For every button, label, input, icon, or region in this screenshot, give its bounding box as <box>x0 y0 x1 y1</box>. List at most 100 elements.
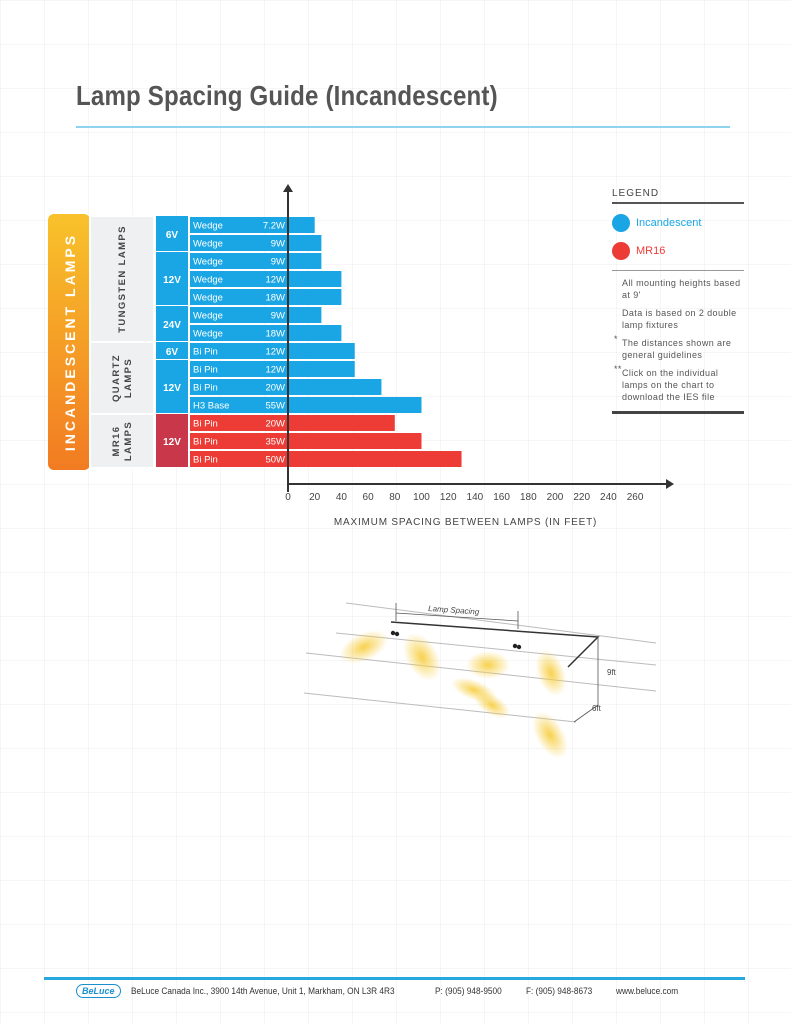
section-label: INCANDESCENT LAMPS <box>62 233 78 451</box>
group-label: LAMPS <box>123 421 134 461</box>
group-label: QUARTZ <box>111 354 122 402</box>
y-axis-arrow <box>283 184 293 192</box>
footer-website[interactable]: www.beluce.com <box>615 986 678 996</box>
voltage-label: 12V <box>163 437 181 448</box>
lamp-base-label: Wedge <box>193 311 223 322</box>
x-tick-label: 20 <box>309 492 321 503</box>
bar-incandescent <box>190 361 355 377</box>
lamp-base-label: Bi Pin <box>193 347 218 358</box>
lamp-base-label: Bi Pin <box>193 455 218 466</box>
wattage-label: 12W <box>265 275 285 286</box>
voltage-label: 12V <box>163 275 181 286</box>
title-divider <box>76 126 730 128</box>
x-tick-label: 140 <box>467 492 484 503</box>
lamp-base-label: H3 Base <box>193 401 229 412</box>
wattage-label: 50W <box>265 455 285 466</box>
bar-incandescent <box>190 271 342 287</box>
voltage-label: 24V <box>163 320 181 331</box>
wattage-label: 12W <box>265 347 285 358</box>
group-label: LAMPS <box>123 358 134 398</box>
legend-divider <box>612 202 744 204</box>
legend-label: MR16 <box>636 245 666 257</box>
legend-item-mr16: MR16 <box>612 242 744 260</box>
bar-mr16 <box>190 433 422 449</box>
wattage-label: 20W <box>265 419 285 430</box>
group-band <box>89 413 155 469</box>
width-label: 6ft <box>592 704 602 713</box>
legend-divider <box>612 411 744 414</box>
legend-note: Data is based on 2 double lamp fixtures <box>622 308 737 330</box>
x-axis-title: MAXIMUM SPACING BETWEEN LAMPS (IN FEET) <box>334 517 597 528</box>
voltage-cell <box>156 306 188 341</box>
wattage-label: 9W <box>271 239 285 250</box>
footer-divider <box>44 977 745 980</box>
bar-incandescent <box>190 343 355 359</box>
x-axis-arrow <box>666 479 674 489</box>
mr16-swatch <box>612 242 630 260</box>
bar-mr16 <box>190 415 395 431</box>
lamp-base-label: Wedge <box>193 257 223 268</box>
bar-incandescent <box>190 379 382 395</box>
section-band <box>48 214 90 470</box>
wattage-label: 55W <box>265 401 285 412</box>
voltage-cell <box>156 252 188 305</box>
group-label: TUNGSTEN LAMPS <box>117 225 128 333</box>
footer-fax: F: (905) 948-8673 <box>525 986 592 996</box>
legend-note: * The distances shown are general guideli… <box>614 334 732 360</box>
height-label: 9ft <box>607 668 617 677</box>
voltage-label: 6V <box>166 347 179 358</box>
lamp-base-label: Wedge <box>193 239 223 250</box>
voltage-cell <box>156 342 188 359</box>
x-tick-label: 120 <box>440 492 457 503</box>
wattage-label: 35W <box>265 437 285 448</box>
x-tick-label: 160 <box>493 492 510 503</box>
voltage-label: 6V <box>166 230 179 241</box>
bar-incandescent <box>190 217 315 233</box>
legend-divider <box>612 270 744 271</box>
voltage-cell <box>156 414 188 467</box>
legend-item-incandescent: Incandescent <box>612 214 744 232</box>
x-tick-label: 200 <box>547 492 564 503</box>
legend-note: All mounting heights based at 9' <box>622 278 741 300</box>
bar-mr16 <box>190 451 462 467</box>
legend-notes: All mounting heights based at 9' Data is… <box>612 277 744 403</box>
lamp-base-label: Wedge <box>193 293 223 304</box>
x-tick-label: 240 <box>600 492 617 503</box>
x-tick-label: 0 <box>285 492 291 503</box>
lamp-base-label: Wedge <box>193 275 223 286</box>
x-tick-label: 60 <box>363 492 375 503</box>
lamp-base-label: Bi Pin <box>193 419 218 430</box>
lamp-base-label: Bi Pin <box>193 383 218 394</box>
x-tick-label: 220 <box>573 492 590 503</box>
lamp-base-label: Bi Pin <box>193 437 218 448</box>
lamp-spacing-illustration: Lamp Spacing 9ft 6ft <box>303 602 657 759</box>
x-tick-label: 40 <box>336 492 348 503</box>
bar-incandescent <box>190 325 342 341</box>
spacing-label: Lamp Spacing <box>428 604 480 617</box>
lamp-base-label: Wedge <box>193 221 223 232</box>
x-tick-label: 180 <box>520 492 537 503</box>
legend: LEGEND Incandescent MR16 All mounting he… <box>612 188 744 414</box>
group-band <box>89 341 155 415</box>
group-band <box>89 215 155 343</box>
bar-incandescent <box>190 289 342 305</box>
group-label: MR16 <box>111 426 122 457</box>
lamp-base-label: Wedge <box>193 329 223 340</box>
wattage-label: 12W <box>265 365 285 376</box>
wattage-label: 18W <box>265 329 285 340</box>
beluce-logo: BeLuce <box>76 984 121 998</box>
voltage-cell <box>156 360 188 413</box>
wattage-label: 18W <box>265 293 285 304</box>
x-tick-label: 100 <box>413 492 430 503</box>
incandescent-swatch <box>612 214 630 232</box>
legend-heading: LEGEND <box>612 188 660 199</box>
wattage-label: 7.2W <box>263 221 285 232</box>
legend-label: Incandescent <box>636 217 702 229</box>
wattage-label: 20W <box>265 383 285 394</box>
bar-incandescent <box>190 397 422 413</box>
legend-note-link: ** Click on the individual lamps on the c… <box>614 364 719 402</box>
wattage-label: 9W <box>271 257 285 268</box>
page-title: Lamp Spacing Guide (Incandescent) <box>76 80 498 111</box>
footer-phone: P: (905) 948-9500 <box>435 986 502 996</box>
